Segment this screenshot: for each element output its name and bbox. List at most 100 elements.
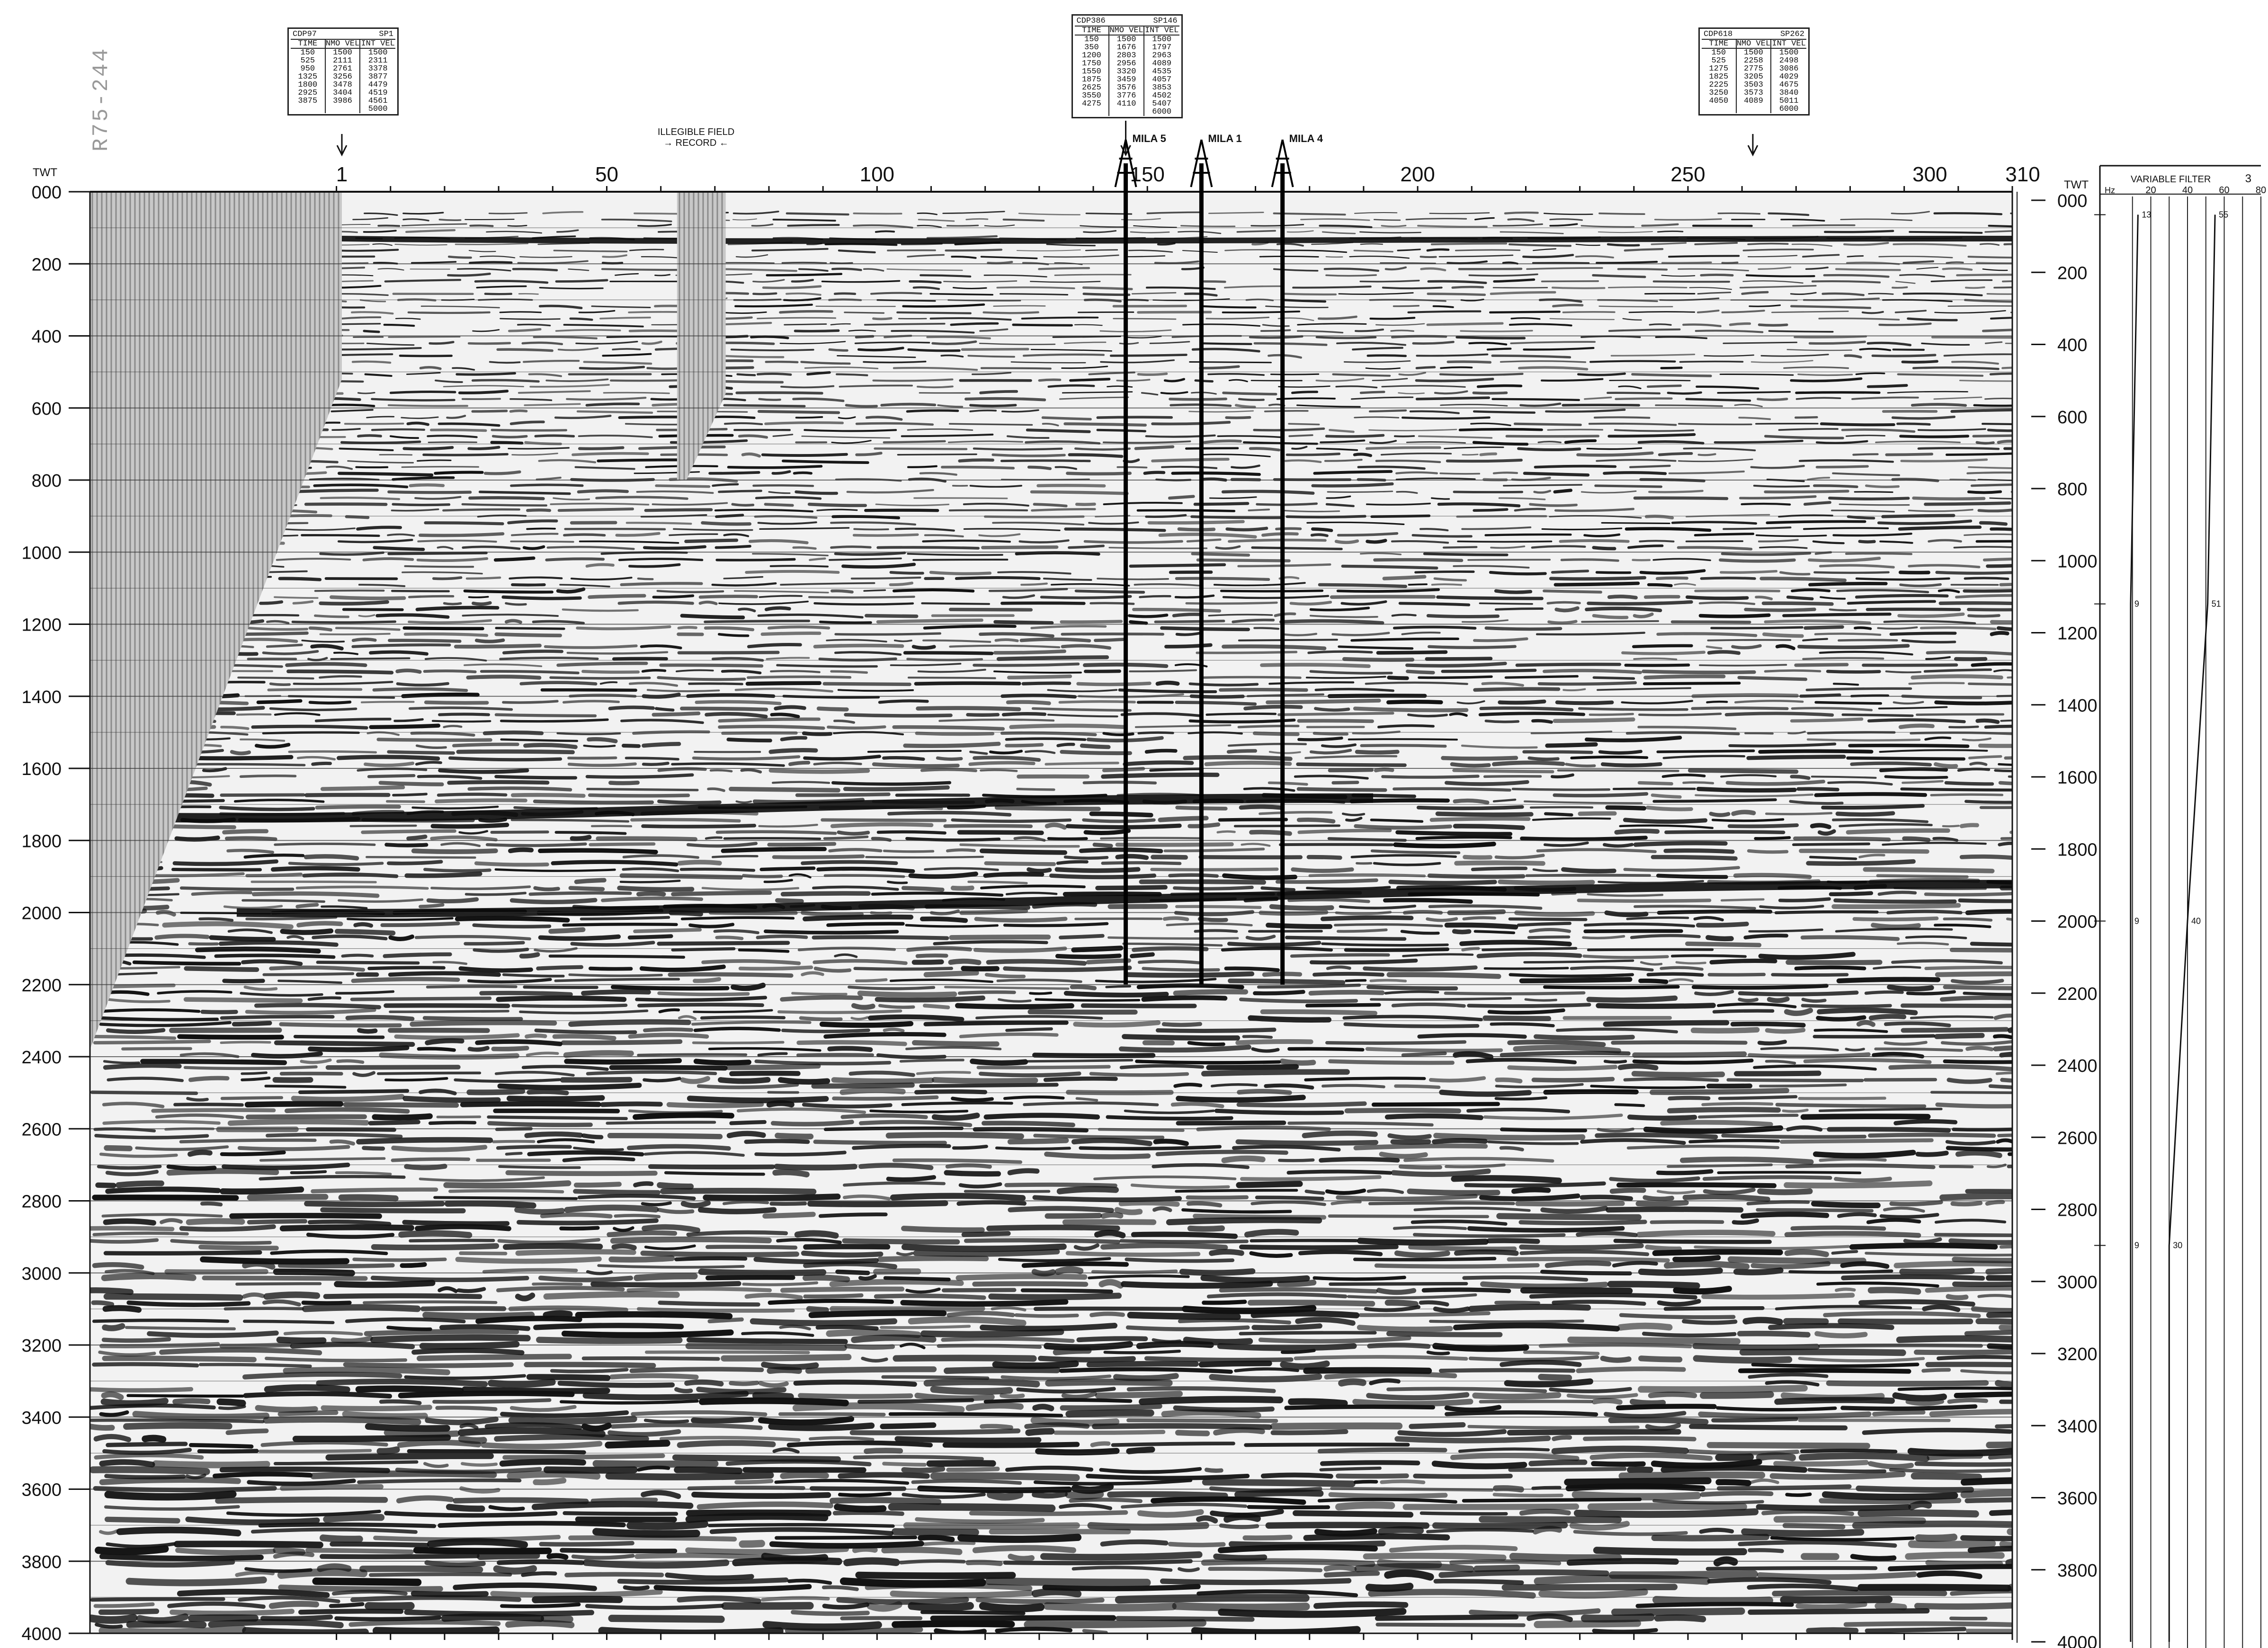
reflection-segment xyxy=(1805,687,1912,691)
reflection-segment xyxy=(1611,1607,1745,1616)
time-label-left: 400 xyxy=(32,327,62,347)
reflection-segment xyxy=(497,1559,585,1565)
reflection-segment xyxy=(1811,775,1877,779)
reflection-segment xyxy=(831,267,862,271)
reflection-segment xyxy=(1098,1128,1185,1132)
reflection-segment xyxy=(1341,564,1438,570)
reflection-segment xyxy=(90,1597,225,1602)
time-label-right: 1400 xyxy=(2057,696,2098,716)
reflection-segment xyxy=(1317,1497,1457,1504)
reflection-segment xyxy=(1928,539,1962,543)
reflection-segment xyxy=(1006,700,1051,705)
reflection-segment xyxy=(1655,404,1723,407)
reflection-segment xyxy=(1328,1059,1455,1065)
reflection-segment xyxy=(1902,260,1934,264)
reflection-segment xyxy=(672,1454,841,1462)
reflection-segment xyxy=(1537,681,1637,686)
reflection-segment xyxy=(1582,954,1669,959)
reflection-segment xyxy=(401,692,480,698)
reflection-segment xyxy=(1813,484,1858,489)
reflection-segment xyxy=(1795,397,1841,400)
reflection-segment xyxy=(1183,1336,1253,1345)
reflection-segment xyxy=(1595,1132,1718,1140)
reflection-segment xyxy=(1592,546,1616,551)
reflection-segment xyxy=(1427,280,1487,284)
reflection-segment xyxy=(514,1207,565,1215)
reflection-segment xyxy=(1467,1003,1591,1008)
reflection-segment xyxy=(1791,588,1830,592)
reflection-segment xyxy=(1865,1252,2012,1257)
reflection-segment xyxy=(247,1219,308,1225)
reflection-segment xyxy=(1249,829,1292,836)
reflection-segment xyxy=(771,470,791,475)
reflection-segment xyxy=(1877,891,1917,896)
reflection-segment xyxy=(550,1368,629,1373)
reflection-segment xyxy=(914,1089,988,1095)
reflection-segment xyxy=(1427,645,1517,649)
reflection-segment xyxy=(1053,1430,1166,1435)
reflection-segment xyxy=(863,268,884,272)
reflection-segment xyxy=(1819,1497,1962,1504)
reflection-segment xyxy=(855,422,934,426)
reflection-segment xyxy=(637,223,672,227)
reflection-segment xyxy=(783,297,821,302)
reflection-segment xyxy=(993,649,1066,655)
reflection-segment xyxy=(972,1281,1089,1287)
reflection-segment xyxy=(555,279,608,283)
reflection-segment xyxy=(1801,1004,1892,1008)
reflection-segment xyxy=(1054,274,1132,276)
reflection-segment xyxy=(1967,490,2002,494)
reflection-segment xyxy=(1984,724,2012,729)
reflection-segment xyxy=(983,274,1047,278)
reflection-segment xyxy=(1337,532,1399,537)
reflection-segment xyxy=(1691,984,1829,990)
reflection-segment xyxy=(1576,1231,1638,1238)
reflection-segment xyxy=(1901,1027,2009,1033)
reflection-segment xyxy=(994,638,1019,642)
filter-low-label: 9 xyxy=(2134,599,2139,609)
time-label-right: 3200 xyxy=(2057,1345,2098,1364)
reflection-segment xyxy=(1507,1256,1670,1263)
velocity-value: 525 xyxy=(1711,56,1726,65)
reflection-segment xyxy=(1905,935,1967,939)
reflection-segment xyxy=(1338,1378,1366,1387)
reflection-segment xyxy=(880,1422,937,1429)
reflection-segment xyxy=(1384,1569,1434,1581)
reflection-segment xyxy=(458,1435,487,1444)
reflection-segment xyxy=(1429,212,1490,214)
reflection-segment xyxy=(1178,1567,1200,1572)
reflection-segment xyxy=(379,1399,422,1405)
reflection-segment xyxy=(103,1063,182,1070)
reflection-segment xyxy=(1473,930,1516,935)
reflection-segment xyxy=(1831,903,1961,909)
reflection-segment xyxy=(634,471,700,474)
reflection-segment xyxy=(1044,1151,1151,1159)
reflection-segment xyxy=(1912,366,2000,370)
reflection-segment xyxy=(1925,656,1951,660)
reflection-segment xyxy=(617,600,694,605)
reflection-segment xyxy=(733,590,829,594)
reflection-segment xyxy=(1120,712,1202,717)
reflection-segment xyxy=(482,1268,578,1274)
reflection-segment xyxy=(427,435,478,438)
reflection-segment xyxy=(745,681,822,686)
reflection-segment xyxy=(1908,508,1973,512)
reflection-segment xyxy=(1119,1239,1249,1244)
reflection-segment xyxy=(224,836,277,841)
reflection-segment xyxy=(1663,1261,1750,1270)
reflection-segment xyxy=(1785,1163,1936,1169)
reflection-segment xyxy=(1428,904,1543,910)
reflection-segment xyxy=(1943,353,2012,357)
reflection-segment xyxy=(842,1194,891,1201)
reflection-segment xyxy=(1580,1613,1655,1623)
reflection-segment xyxy=(588,594,646,599)
reflection-segment xyxy=(1149,341,1190,344)
reflection-segment xyxy=(1985,1200,2005,1206)
reflection-segment xyxy=(415,1224,511,1231)
reflection-segment xyxy=(640,644,682,650)
reflection-segment xyxy=(1519,1243,1644,1250)
reflection-segment xyxy=(166,1168,279,1176)
reflection-segment xyxy=(775,1132,814,1140)
reflection-segment xyxy=(1750,464,1805,469)
reflection-segment xyxy=(803,1293,864,1299)
